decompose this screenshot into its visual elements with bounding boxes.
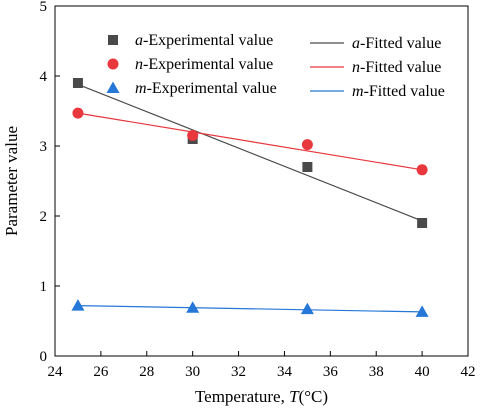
y-axis-label: Parameter value xyxy=(2,126,21,236)
x-tick-label: 28 xyxy=(139,364,154,380)
x-tick-label: 38 xyxy=(369,364,384,380)
fitted-line-m xyxy=(77,305,423,313)
experimental-points xyxy=(71,78,429,317)
data-point-m xyxy=(300,302,314,315)
data-point-a xyxy=(417,218,428,228)
legend-variable: m xyxy=(135,80,147,97)
legend-variable: a xyxy=(352,35,360,52)
data-point-m xyxy=(415,305,429,317)
x-tick-label: 36 xyxy=(323,364,339,380)
y-axis-ticks: 0 1 2 3 4 5 xyxy=(40,0,60,365)
data-point-m xyxy=(186,301,200,313)
legend-label-experimental-m: m-Experimental value xyxy=(135,80,277,97)
plot-frame xyxy=(54,5,469,357)
legend-label-experimental-n: n-Experimental value xyxy=(135,56,273,73)
data-point-a xyxy=(302,162,313,172)
x-axis-label-part: Temperature, xyxy=(195,387,289,406)
x-tick-label: 34 xyxy=(277,364,293,380)
legend-label-fitted-a: a-Fitted value xyxy=(352,35,441,52)
x-axis-label-part: T xyxy=(289,387,300,406)
data-point-n xyxy=(72,107,84,119)
legend-marker-n xyxy=(107,58,119,70)
y-tick-label: 0 xyxy=(40,349,48,365)
x-tick-label: 32 xyxy=(231,364,246,380)
fitted-line-a xyxy=(77,83,423,222)
legend-label-fitted-n: n-Fitted value xyxy=(352,59,441,76)
legend-variable: a xyxy=(135,32,143,49)
y-tick-label: 2 xyxy=(40,209,48,225)
y-tick-label: 3 xyxy=(40,139,48,155)
data-point-n xyxy=(416,164,428,176)
x-tick-label: 40 xyxy=(415,364,430,380)
legend-suffix: -Fitted value xyxy=(364,83,445,100)
fitted-lines xyxy=(77,83,423,313)
legend-suffix: -Experimental value xyxy=(147,80,277,97)
legend-label-experimental-a: a-Experimental value xyxy=(135,32,273,49)
legend-suffix: -Fitted value xyxy=(360,59,441,76)
x-tick-label: 42 xyxy=(461,364,476,380)
y-tick-label: 4 xyxy=(40,69,48,85)
x-tick-label: 24 xyxy=(48,364,64,380)
legend-suffix: -Experimental value xyxy=(143,56,273,73)
y-tick-label: 5 xyxy=(40,0,48,15)
x-tick-label: 30 xyxy=(185,364,200,380)
legend-marker-a xyxy=(108,35,118,45)
x-axis-label-part: (°C) xyxy=(299,387,328,406)
x-tick-label: 26 xyxy=(93,364,109,380)
data-point-n xyxy=(301,139,313,151)
y-tick-label: 1 xyxy=(40,279,48,295)
x-axis-ticks: 24 26 28 30 32 34 36 38 40 42 xyxy=(48,351,476,380)
fitted-line-n xyxy=(77,112,423,171)
legend-marker-m xyxy=(106,81,120,93)
legend-suffix: -Experimental value xyxy=(143,32,273,49)
legend-variable: n xyxy=(135,56,143,73)
legend-suffix: -Fitted value xyxy=(360,35,441,52)
legend-variable: n xyxy=(352,59,360,76)
legend-label-fitted-m: m-Fitted value xyxy=(352,83,445,100)
x-axis-label: Temperature, T(°C) xyxy=(195,387,328,406)
data-point-a xyxy=(72,78,83,88)
legend-variable: m xyxy=(352,83,364,100)
data-point-n xyxy=(187,130,199,141)
data-point-m xyxy=(71,299,85,311)
